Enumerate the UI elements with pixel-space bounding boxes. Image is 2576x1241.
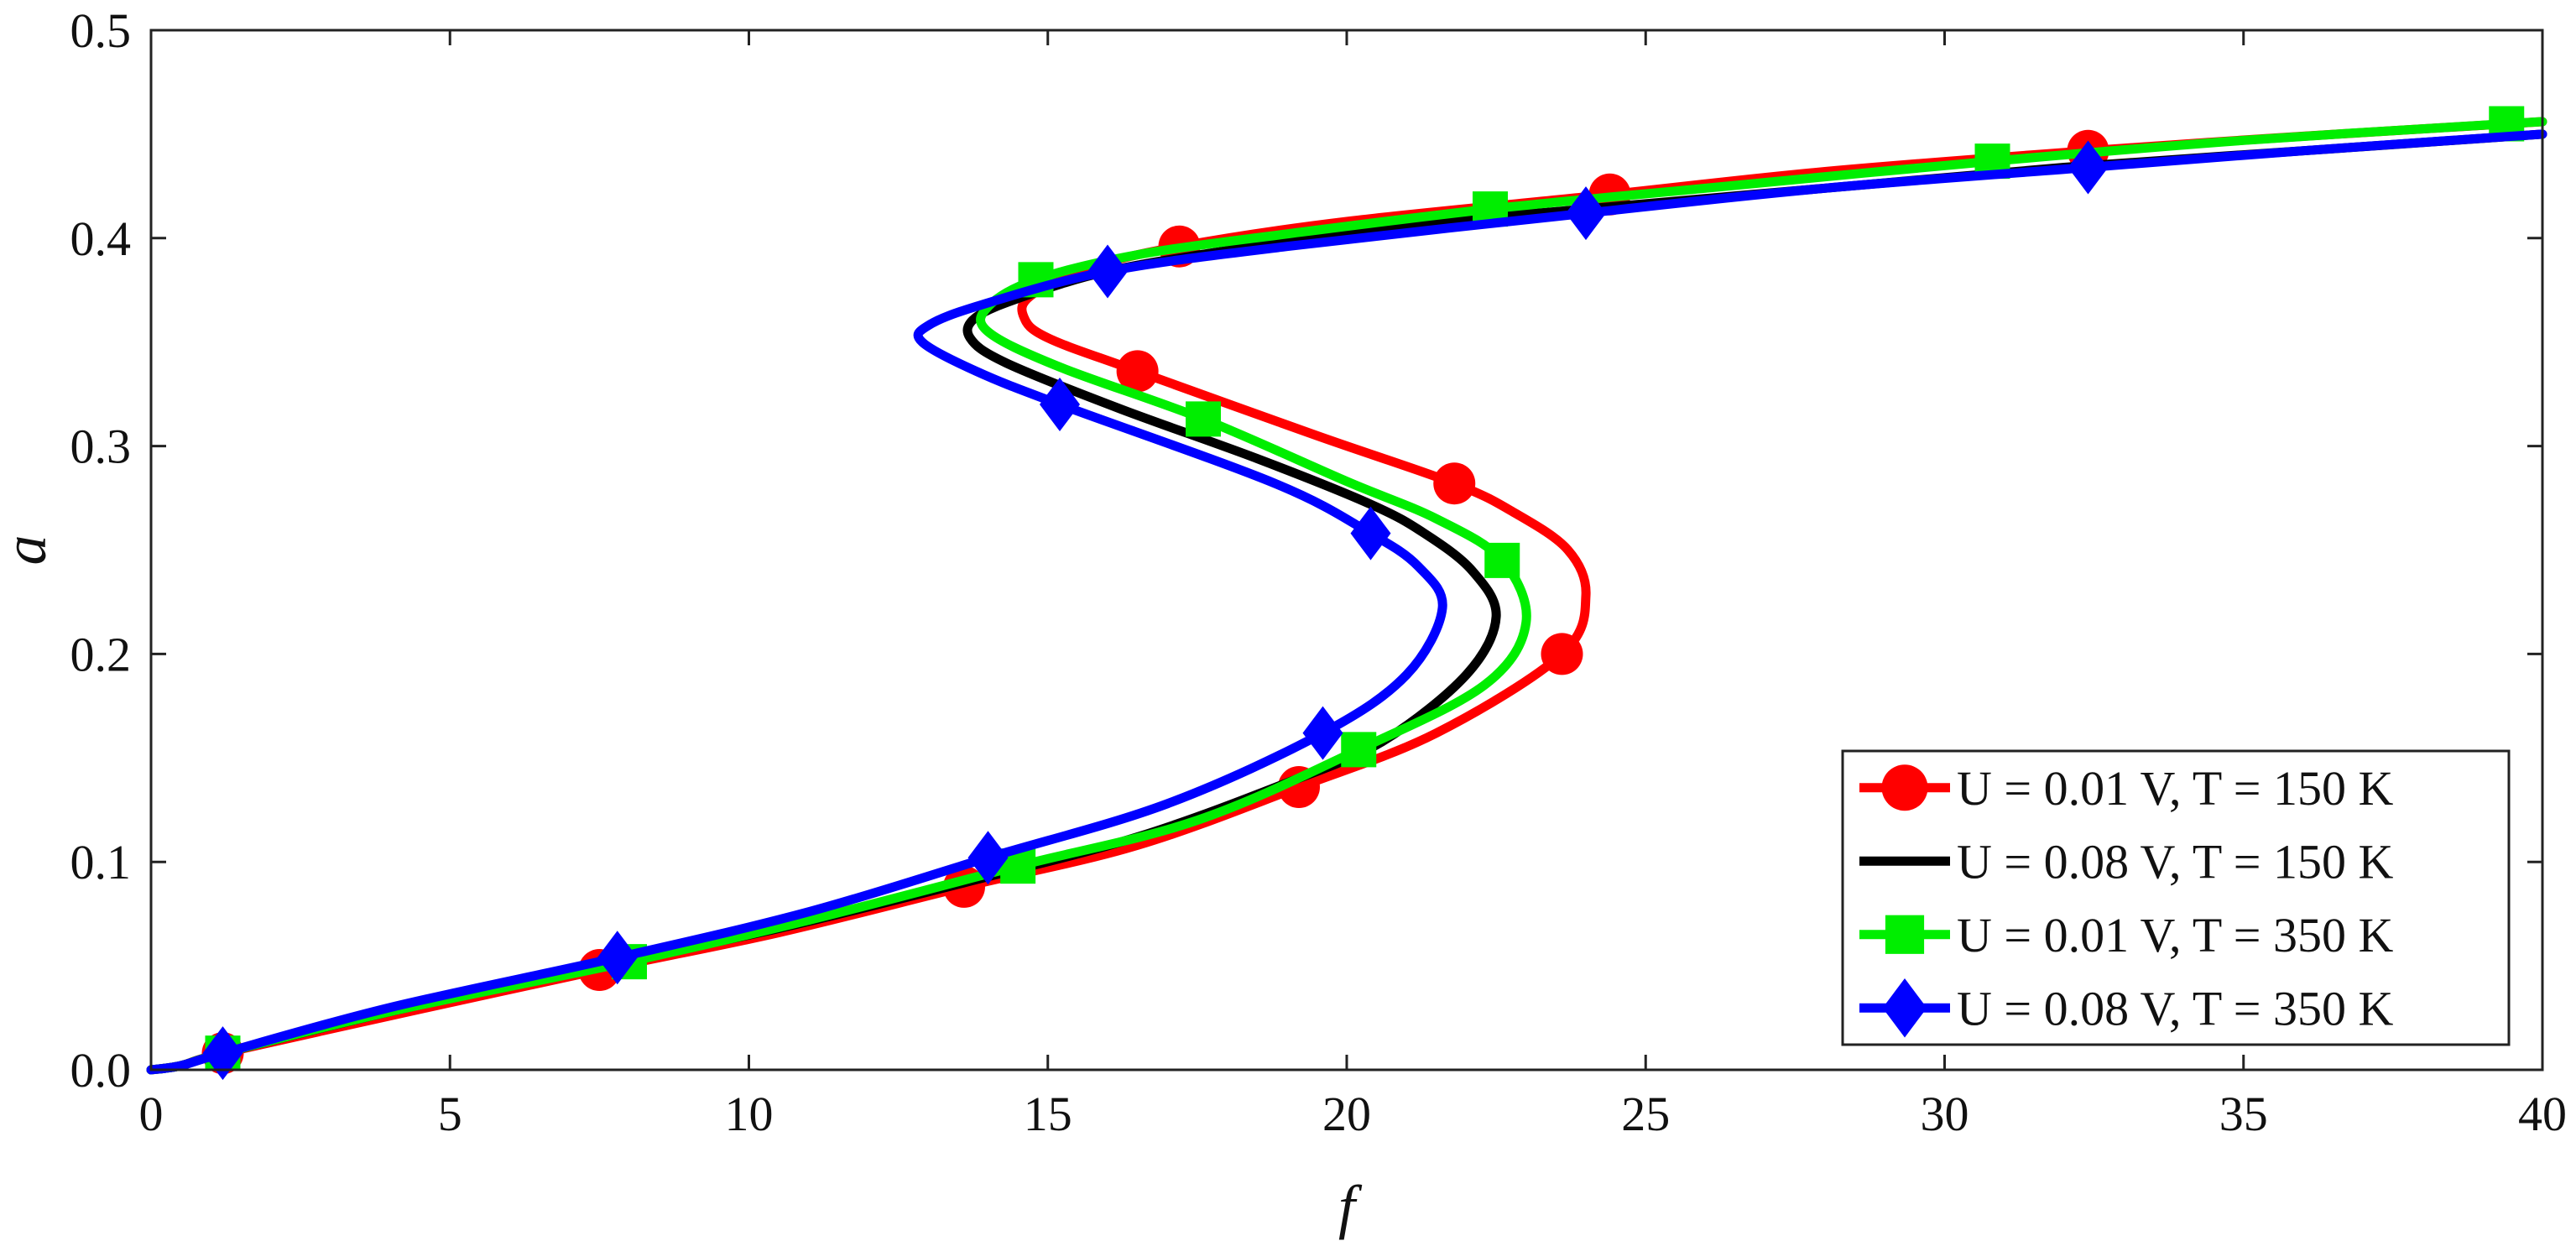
series-1-point-6	[1433, 462, 1476, 505]
legend-entry-3: U = 0.01 V, T = 350 K	[1859, 908, 2394, 962]
x-tick-label: 5	[438, 1087, 462, 1141]
x-tick-label: 30	[1921, 1087, 1969, 1141]
series-3-point-4	[1341, 732, 1377, 768]
series-1-point-7	[1116, 350, 1159, 393]
series-4-point-5	[1350, 506, 1391, 561]
legend-marker-3	[1885, 915, 1925, 954]
x-tick-label: 15	[1024, 1087, 1072, 1141]
y-axis-label: a	[0, 535, 59, 566]
legend-entry-2: U = 0.08 V, T = 150 K	[1859, 834, 2394, 889]
series-4-point-1	[202, 1026, 243, 1081]
y-tick-label: 0.0	[70, 1043, 132, 1098]
legend-entry-4: U = 0.08 V, T = 350 K	[1859, 978, 2394, 1038]
series-4-point-9	[2068, 140, 2109, 195]
y-tick-label: 0.5	[70, 3, 132, 58]
legend: U = 0.01 V, T = 150 K U = 0.08 V, T = 150…	[1841, 749, 2511, 1046]
x-tick-label: 20	[1322, 1087, 1371, 1141]
series-4	[146, 129, 2547, 1081]
x-tick-label: 35	[2219, 1087, 2268, 1141]
y-tick-label: 0.4	[70, 211, 132, 266]
series-1-point-5	[1541, 633, 1583, 675]
series-4-point-3	[967, 831, 1009, 885]
series-4-point-2	[597, 931, 638, 985]
series-3-point-5	[1484, 542, 1520, 578]
x-tick-label: 0	[139, 1087, 164, 1141]
x-tick-label: 10	[725, 1087, 774, 1141]
legend-entry-1: U = 0.01 V, T = 150 K	[1859, 761, 2394, 816]
legend-box	[1841, 749, 2511, 1046]
series-3-point-6	[1186, 401, 1221, 437]
legend-marker-1	[1881, 764, 1928, 811]
y-tick-label: 0.3	[70, 420, 132, 474]
y-tick-label: 0.1	[70, 835, 132, 889]
legend-label-2: U = 0.08 V, T = 150 K	[1957, 834, 2394, 889]
series-3-line	[146, 117, 2547, 1075]
legend-label-4: U = 0.08 V, T = 350 K	[1957, 981, 2394, 1035]
legend-label-3: U = 0.01 V, T = 350 K	[1957, 908, 2394, 962]
series-layer	[146, 106, 2547, 1081]
series-4-point-7	[1087, 244, 1128, 299]
legend-label-1: U = 0.01 V, T = 150 K	[1957, 761, 2394, 816]
series-4-line	[146, 129, 2547, 1075]
series-4-point-6	[1040, 378, 1080, 432]
series-4-point-4	[1302, 706, 1343, 760]
x-tick-label: 40	[2518, 1087, 2567, 1141]
y-tick-label: 0.2	[70, 627, 132, 681]
series-4-point-8	[1566, 186, 1606, 241]
legend-marker-4	[1882, 978, 1927, 1038]
x-tick-label: 25	[1621, 1087, 1670, 1141]
